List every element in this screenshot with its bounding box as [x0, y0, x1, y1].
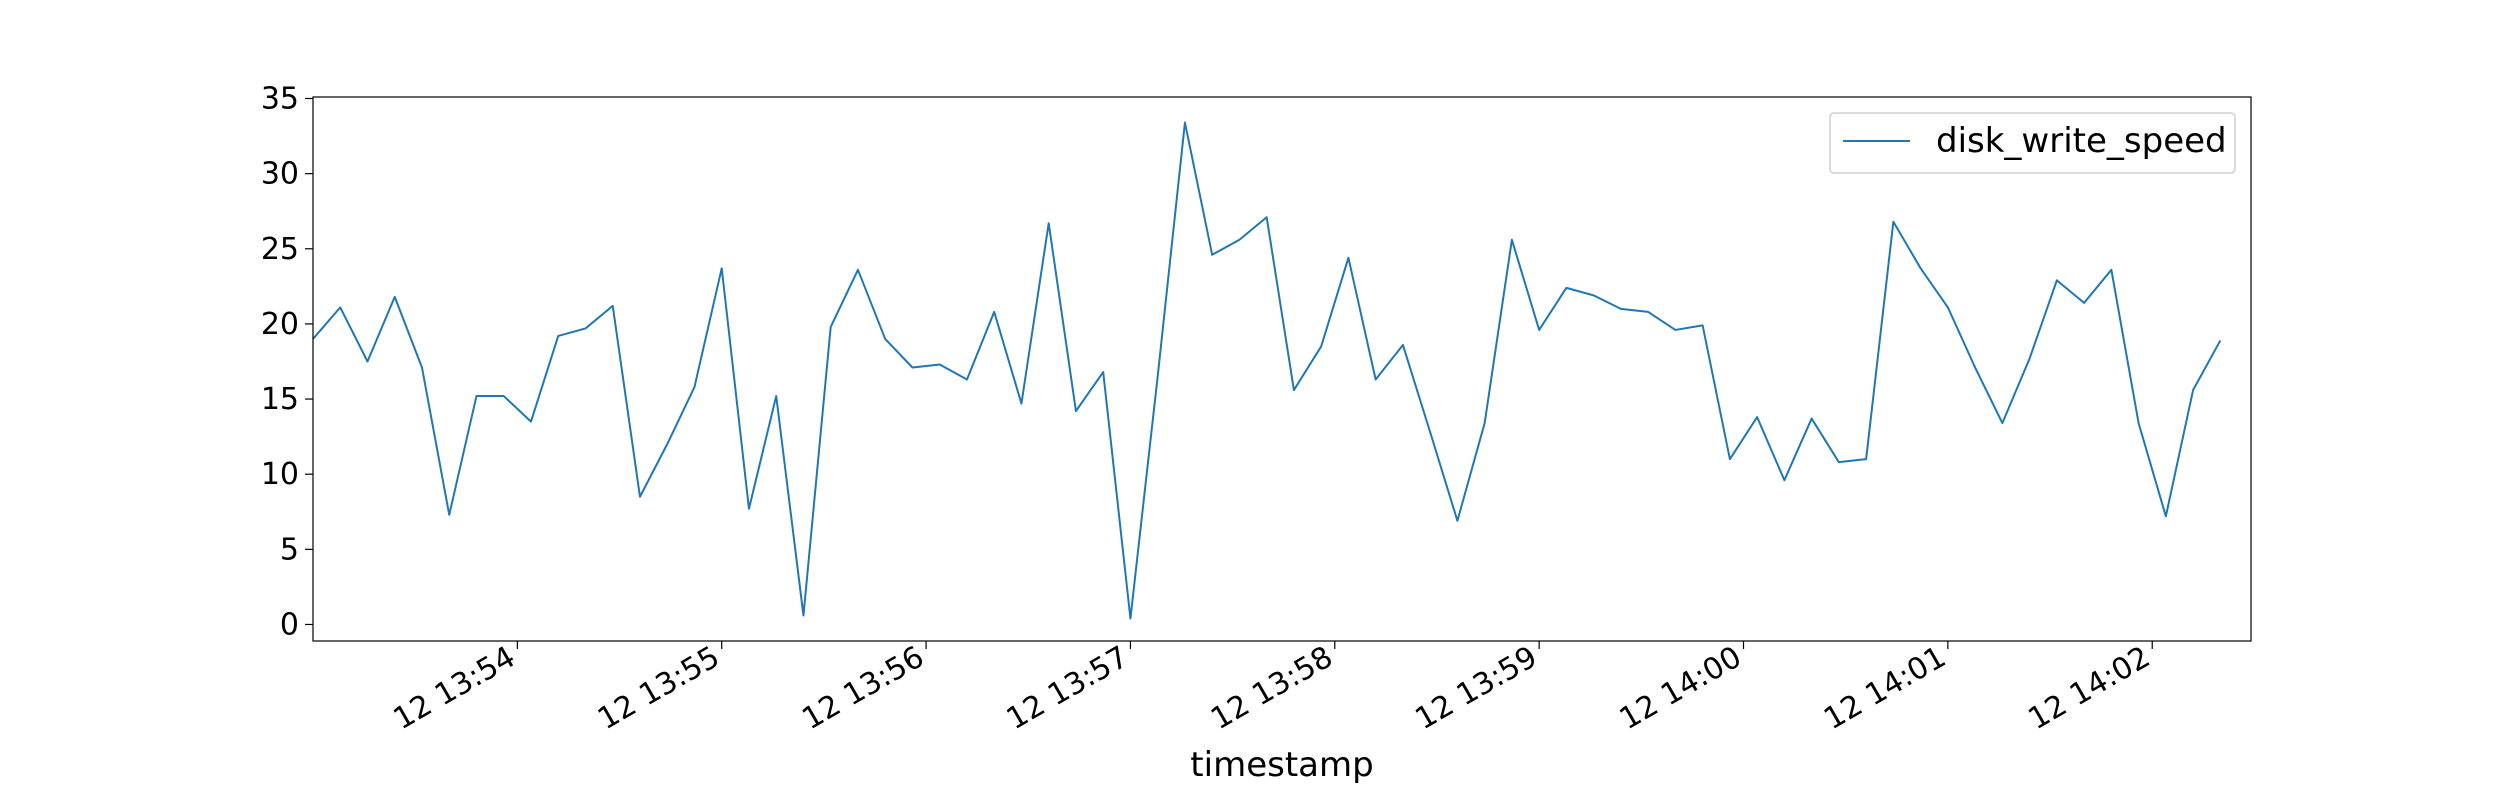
y-tick-label: 0	[280, 607, 299, 642]
y-tick-label: 5	[280, 532, 299, 567]
y-tick-label: 20	[261, 307, 299, 342]
y-tick-label: 10	[261, 457, 299, 492]
y-tick-label: 15	[261, 382, 299, 417]
y-axis: 0 5 10 15 20 25 30 35	[261, 82, 313, 642]
y-tick-label: 30	[261, 157, 299, 192]
legend-label-disk-write-speed: disk_write_speed	[1936, 121, 2227, 161]
legend: disk_write_speed	[1829, 112, 2236, 174]
y-tick-label: 25	[261, 232, 299, 267]
legend-box	[1829, 112, 2236, 174]
series-layer	[312, 121, 2222, 620]
x-axis-label: timestamp	[1190, 745, 1373, 785]
plot-frame	[312, 96, 2252, 642]
y-tick-label: 35	[261, 82, 299, 117]
series-line-disk-write-speed	[312, 121, 2222, 620]
